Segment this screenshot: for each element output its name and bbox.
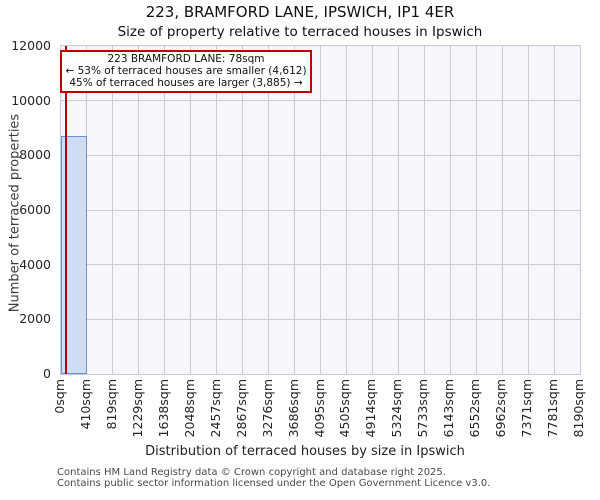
x-tick-label: 5733sqm [415, 379, 431, 438]
footer-line-2: Contains public sector information licen… [57, 477, 491, 489]
y-tick-label: 4000 [19, 256, 51, 272]
footer-line-1: Contains HM Land Registry data © Crown c… [57, 467, 446, 478]
horizontal-gridline [61, 209, 580, 211]
annotation-larger-line: 45% of terraced houses are larger (3,885… [69, 76, 303, 89]
x-tick-label: 1229sqm [129, 379, 145, 438]
x-tick-label: 2048sqm [181, 379, 197, 438]
x-tick-label: 6552sqm [467, 379, 483, 438]
x-tick-label: 2457sqm [207, 379, 223, 438]
horizontal-gridline [61, 264, 580, 266]
annotation-box: 223 BRAMFORD LANE: 78sqm ← 53% of terrac… [60, 50, 312, 93]
chart-title: 223, BRAMFORD LANE, IPSWICH, IP1 4ER [145, 3, 455, 21]
y-tick-label: 8000 [19, 147, 51, 163]
x-tick-label: 4914sqm [363, 379, 379, 438]
horizontal-gridline [61, 100, 580, 102]
x-tick-label: 3276sqm [259, 379, 275, 438]
x-tick-label: 5324sqm [389, 379, 405, 438]
x-tick-label: 4095sqm [311, 379, 327, 438]
x-tick-label: 0sqm [52, 379, 67, 414]
footer: Contains HM Land Registry data © Crown c… [57, 467, 491, 490]
horizontal-gridline [61, 318, 580, 320]
chart-subtitle: Size of property relative to terraced ho… [117, 24, 483, 40]
annotation-smaller-line: ← 53% of terraced houses are smaller (4,… [65, 64, 307, 77]
x-tick-label: 2867sqm [233, 379, 249, 438]
x-tick-label: 7781sqm [545, 379, 561, 438]
x-axis-label: Distribution of terraced houses by size … [145, 444, 465, 459]
y-tick-label: 10000 [11, 92, 51, 108]
x-tick-label: 3686sqm [285, 379, 301, 438]
x-tick-label: 410sqm [77, 379, 93, 430]
y-tick-label: 2000 [19, 311, 51, 327]
annotation-title: 223 BRAMFORD LANE: 78sqm [107, 52, 265, 65]
plot-area [60, 45, 581, 375]
x-tick-label: 7371sqm [519, 379, 535, 438]
x-tick-label: 8190sqm [571, 379, 586, 438]
y-tick-label: 6000 [19, 202, 51, 217]
property-marker-line [64, 46, 67, 374]
x-tick-label: 819sqm [103, 379, 119, 430]
x-tick-label: 6143sqm [441, 379, 457, 438]
horizontal-gridline [61, 154, 580, 156]
x-tick-label: 1638sqm [155, 379, 171, 438]
y-tick-label: 12000 [11, 38, 51, 53]
y-tick-label: 0 [43, 366, 51, 381]
x-tick-label: 6962sqm [493, 379, 509, 438]
x-tick-label: 4505sqm [337, 379, 353, 438]
